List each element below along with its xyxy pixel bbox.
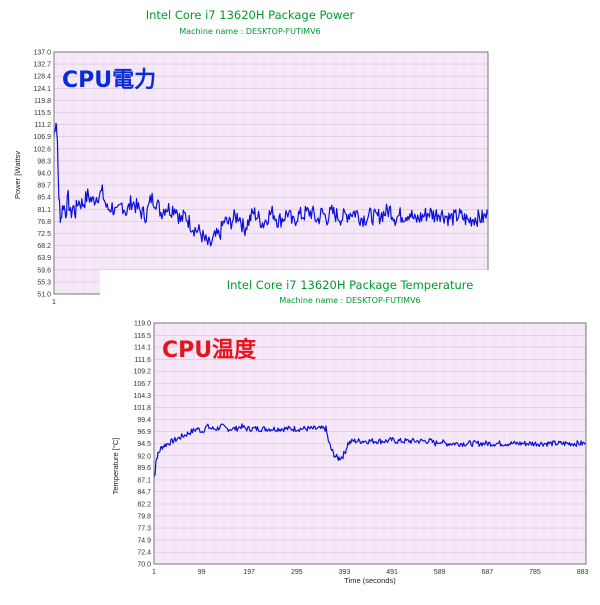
power-y-tick-label: 55.3 xyxy=(37,279,51,286)
power-y-tick-label: 51.0 xyxy=(37,292,51,299)
temperature-x-tick-label: 295 xyxy=(291,569,303,576)
temperature-y-tick-label: 72.4 xyxy=(137,550,151,557)
power-y-tick-label: 76.8 xyxy=(37,219,51,226)
power-overlay-label: CPU電力 xyxy=(62,68,156,93)
temperature-y-tick-label: 119.0 xyxy=(134,321,151,328)
temperature-y-tick-label: 92.0 xyxy=(137,453,151,460)
power-y-tick-label: 102.6 xyxy=(33,146,51,153)
temperature-y-tick-label: 94.5 xyxy=(137,441,151,448)
temperature-chart-panel: Intel Core i7 13620H Package Temperature… xyxy=(100,270,600,605)
temperature-x-tick-label: 393 xyxy=(339,569,351,576)
power-y-tick-label: 106.9 xyxy=(33,134,51,141)
power-y-tick-label: 137.0 xyxy=(33,50,51,57)
power-y-tick-label: 115.5 xyxy=(34,110,51,117)
power-chart: Intel Core i7 13620H Package Power Machi… xyxy=(13,8,489,306)
temperature-y-tick-label: 116.5 xyxy=(134,333,151,340)
power-y-tick-label: 59.6 xyxy=(37,267,51,274)
power-y-tick-label: 124.1 xyxy=(33,86,51,93)
temperature-x-tick-label: 589 xyxy=(434,569,446,576)
temperature-y-tick-label: 96.9 xyxy=(137,429,151,436)
temperature-y-tick-label: 111.6 xyxy=(135,357,152,364)
power-y-tick-label: 85.4 xyxy=(37,195,51,202)
temperature-x-axis-label: Time (seconds) xyxy=(344,576,396,585)
temperature-x-tick-label: 687 xyxy=(482,569,494,576)
temperature-y-tick-label: 84.7 xyxy=(137,489,151,496)
temperature-chart: Intel Core i7 13620H Package Temperature… xyxy=(111,278,589,585)
power-series-line xyxy=(53,122,489,247)
temperature-x-tick-label: 785 xyxy=(529,569,541,576)
temperature-y-tick-label: 114.1 xyxy=(134,345,151,352)
temperature-x-tick-label: 1 xyxy=(152,569,156,576)
temperature-plot-border xyxy=(153,322,587,565)
temperature-x-tick-label: 883 xyxy=(577,569,589,576)
power-chart-title: Intel Core i7 13620H Package Power xyxy=(146,8,355,22)
power-chart-subtitle: Machine name : DESKTOP-FUTIMV6 xyxy=(179,27,320,36)
temperature-y-tick-label: 70.0 xyxy=(137,562,151,569)
power-x-tick-label: 1 xyxy=(52,299,56,306)
power-y-axis-label: Power [Wattsv xyxy=(13,151,22,199)
power-y-tick-label: 81.1 xyxy=(37,207,51,214)
temperature-x-tick-label: 197 xyxy=(243,569,255,576)
temperature-y-tick-label: 99.4 xyxy=(137,417,151,424)
temperature-y-tick-label: 87.1 xyxy=(137,477,151,484)
temperature-y-tick-label: 106.7 xyxy=(133,381,151,388)
temperature-y-tick-label: 104.3 xyxy=(133,393,151,400)
temperature-y-tick-label: 89.6 xyxy=(137,465,151,472)
temperature-y-tick-label: 74.9 xyxy=(137,537,151,544)
temperature-x-tick-label: 99 xyxy=(198,569,206,576)
temperature-series-line xyxy=(153,423,587,479)
temperature-y-tick-label: 82.2 xyxy=(137,501,151,508)
temperature-y-axis-label: Temperature [°C] xyxy=(111,438,120,495)
power-y-tick-label: 98.3 xyxy=(37,158,51,165)
temperature-chart-title: Intel Core i7 13620H Package Temperature xyxy=(227,278,474,292)
temperature-y-tick-label: 77.3 xyxy=(137,526,151,533)
power-y-tick-label: 128.4 xyxy=(33,74,51,81)
temperature-y-tick-label: 109.2 xyxy=(133,369,151,376)
temperature-x-tick-label: 491 xyxy=(386,569,398,576)
power-y-tick-label: 63.9 xyxy=(37,255,51,262)
power-y-tick-label: 68.2 xyxy=(37,243,51,250)
power-chart-panel: Intel Core i7 13620H Package Power Machi… xyxy=(0,0,500,332)
power-y-tick-label: 111.2 xyxy=(35,122,52,129)
temperature-overlay-label: CPU温度 xyxy=(162,337,257,363)
power-y-tick-label: 119.8 xyxy=(34,98,51,105)
temperature-chart-subtitle: Machine name : DESKTOP-FUTIMV6 xyxy=(279,296,420,305)
temperature-y-tick-label: 101.8 xyxy=(133,405,151,412)
temperature-y-tick-label: 79.8 xyxy=(137,513,151,520)
power-y-tick-label: 89.7 xyxy=(37,183,51,190)
power-y-tick-label: 132.7 xyxy=(33,62,51,69)
power-y-tick-label: 94.0 xyxy=(37,171,51,178)
power-y-tick-label: 72.5 xyxy=(37,231,51,238)
